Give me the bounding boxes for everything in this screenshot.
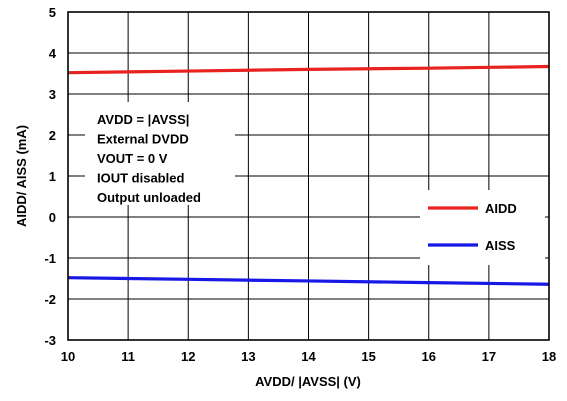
legend-label-aidd: AIDD [485, 201, 517, 216]
legend-label-aiss: AISS [485, 238, 516, 253]
series-line-aiss [67, 276, 550, 286]
x-tick-label: 10 [61, 349, 75, 364]
y-axis-label: AIDD/ AISS (mA) [14, 125, 29, 227]
plot-frame [67, 11, 550, 341]
series-line-aidd [67, 64, 550, 75]
y-tick-label: 0 [49, 210, 56, 225]
x-axis-label: AVDD/ |AVSS| (V) [255, 374, 361, 389]
x-tick-label: 12 [181, 349, 195, 364]
conditions-box: AVDD = |AVSS| External DVDD VOUT = 0 V IOUT… [85, 102, 235, 205]
x-tick-label: 14 [301, 349, 316, 364]
y-tick-label: 3 [49, 87, 56, 102]
x-axis-ticks: 10 11 12 13 14 15 16 17 18 [61, 349, 556, 364]
y-tick-label: -1 [44, 251, 56, 266]
y-tick-label: 4 [49, 46, 57, 61]
x-tick-label: 17 [482, 349, 496, 364]
y-tick-label: 2 [49, 128, 56, 143]
y-tick-label: 5 [49, 5, 56, 20]
legend-background [420, 190, 545, 265]
conditions-text-line: AVDD = |AVSS| [97, 112, 189, 127]
y-axis-ticks: 5 4 3 2 1 0 -1 -2 -3 [44, 5, 56, 348]
legend: AIDD AISS [420, 190, 545, 265]
y-tick-label: -2 [44, 292, 56, 307]
y-tick-label: 1 [49, 169, 56, 184]
conditions-text-line: IOUT disabled [97, 171, 184, 186]
conditions-box-background [85, 102, 235, 205]
x-tick-label: 16 [422, 349, 436, 364]
conditions-text-line: Output unloaded [97, 190, 201, 205]
x-tick-label: 13 [241, 349, 255, 364]
conditions-text-line: External DVDD [97, 132, 189, 147]
conditions-text-line: VOUT = 0 V [97, 151, 168, 166]
x-tick-label: 11 [121, 349, 135, 364]
series-layer [67, 64, 550, 286]
y-tick-label: -3 [44, 333, 56, 348]
x-tick-label: 15 [361, 349, 375, 364]
x-tick-label: 18 [542, 349, 556, 364]
